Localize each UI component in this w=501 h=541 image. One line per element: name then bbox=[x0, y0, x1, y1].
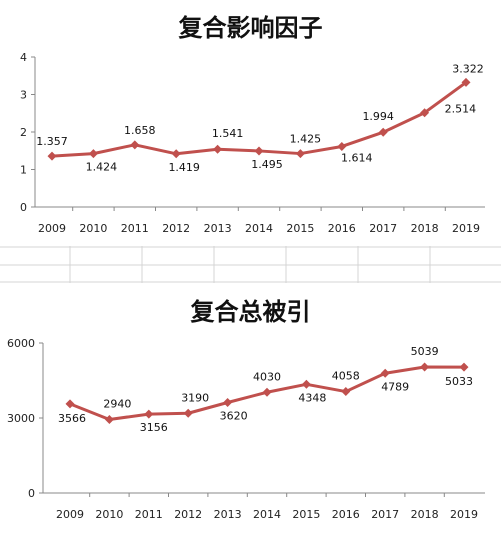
data-point bbox=[380, 368, 390, 378]
data-point bbox=[104, 415, 114, 424]
y-tick-label: 4 bbox=[20, 51, 27, 64]
data-point bbox=[341, 387, 351, 397]
x-tick-label: 2012 bbox=[174, 508, 202, 521]
x-tick-label: 2011 bbox=[121, 222, 149, 235]
x-tick-label: 2013 bbox=[214, 508, 242, 521]
data-point bbox=[223, 398, 233, 407]
data-label: 3620 bbox=[220, 410, 248, 423]
x-tick-label: 2015 bbox=[292, 508, 320, 521]
data-label: 4030 bbox=[253, 370, 281, 383]
data-point bbox=[262, 387, 272, 397]
x-tick-label: 2009 bbox=[38, 222, 66, 235]
data-label: 1.419 bbox=[168, 161, 200, 174]
x-tick-label: 2019 bbox=[450, 508, 478, 521]
data-label: 2940 bbox=[103, 398, 131, 411]
x-tick-label: 2011 bbox=[135, 508, 163, 521]
data-point bbox=[47, 151, 57, 161]
data-label: 1.541 bbox=[212, 127, 244, 140]
spreadsheet-grid-strip bbox=[0, 246, 501, 283]
x-tick-label: 2010 bbox=[95, 508, 123, 521]
data-point bbox=[337, 141, 347, 151]
data-label: 1.357 bbox=[36, 135, 68, 148]
data-point bbox=[420, 108, 430, 118]
x-tick-label: 2019 bbox=[452, 222, 480, 235]
x-tick-label: 2018 bbox=[411, 508, 439, 521]
x-tick-label: 2015 bbox=[286, 222, 314, 235]
data-point bbox=[461, 77, 471, 87]
y-tick-label: 3000 bbox=[7, 412, 35, 425]
data-point bbox=[65, 399, 75, 409]
x-tick-label: 2018 bbox=[411, 222, 439, 235]
total-citations-chart bbox=[0, 283, 501, 541]
data-point bbox=[144, 409, 154, 419]
y-tick-label: 3 bbox=[20, 89, 27, 102]
x-tick-label: 2016 bbox=[332, 508, 360, 521]
y-tick-label: 2 bbox=[20, 126, 27, 139]
x-tick-label: 2013 bbox=[204, 222, 232, 235]
data-point bbox=[301, 379, 311, 389]
data-label: 4348 bbox=[298, 391, 326, 404]
series-line bbox=[51, 81, 467, 158]
data-point bbox=[88, 149, 98, 159]
chart-title-impact-factor: 复合影响因子 bbox=[178, 13, 323, 42]
y-tick-label: 0 bbox=[28, 487, 35, 500]
y-tick-label: 0 bbox=[20, 201, 27, 214]
x-tick-label: 2009 bbox=[56, 508, 84, 521]
y-tick-label: 1 bbox=[20, 164, 27, 177]
data-label: 5033 bbox=[445, 375, 473, 388]
data-label: 1.425 bbox=[290, 133, 322, 146]
x-tick-label: 2014 bbox=[245, 222, 273, 235]
data-point bbox=[171, 149, 181, 159]
y-tick-label: 6000 bbox=[7, 337, 35, 350]
data-label: 1.424 bbox=[86, 161, 118, 174]
data-label: 3156 bbox=[140, 421, 168, 434]
data-point bbox=[130, 140, 140, 150]
x-tick-label: 2014 bbox=[253, 508, 281, 521]
x-tick-label: 2016 bbox=[328, 222, 356, 235]
data-point bbox=[420, 362, 430, 372]
data-label: 4789 bbox=[381, 380, 409, 393]
data-point bbox=[254, 146, 264, 156]
data-label: 3.322 bbox=[452, 62, 484, 75]
data-point bbox=[183, 408, 193, 418]
data-label: 1.994 bbox=[362, 110, 394, 123]
x-tick-label: 2012 bbox=[162, 222, 190, 235]
data-label: 2.514 bbox=[445, 103, 477, 116]
data-label: 1.614 bbox=[341, 151, 373, 164]
data-point bbox=[378, 127, 388, 137]
x-tick-label: 2010 bbox=[79, 222, 107, 235]
x-tick-label: 2017 bbox=[369, 222, 397, 235]
data-label: 5039 bbox=[411, 345, 439, 358]
x-tick-label: 2017 bbox=[371, 508, 399, 521]
chart-title-total-citations: 复合总被引 bbox=[190, 297, 311, 326]
data-point bbox=[295, 149, 305, 159]
data-label: 3566 bbox=[58, 412, 86, 425]
data-label: 4058 bbox=[332, 370, 360, 383]
spreadsheet-grid-lines bbox=[0, 246, 501, 283]
data-point bbox=[459, 362, 469, 372]
impact-factor-chart bbox=[0, 0, 501, 246]
data-point bbox=[213, 144, 223, 154]
data-label: 1.658 bbox=[124, 124, 156, 137]
data-label: 3190 bbox=[181, 391, 209, 404]
data-label: 1.495 bbox=[251, 158, 283, 171]
